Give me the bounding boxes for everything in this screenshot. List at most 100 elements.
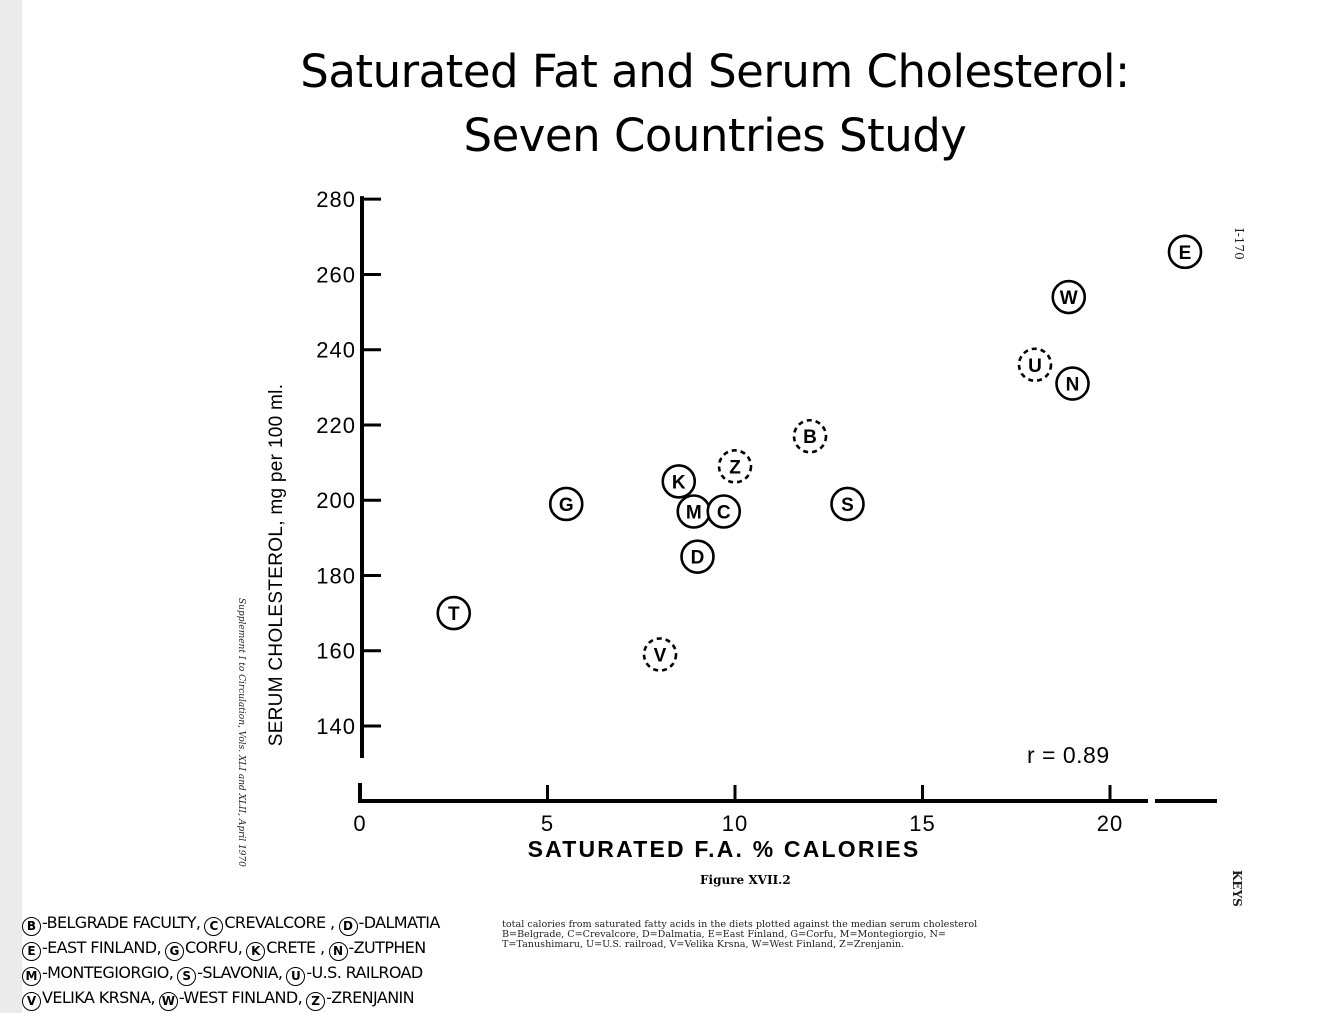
legend-key-circle: W bbox=[158, 992, 178, 1011]
y-axis-label: SERUM CHOLESTEROL, mg per 100 ml. bbox=[266, 384, 287, 747]
caption-line: T=Tanushimaru, U=U.S. railroad, V=Velika… bbox=[502, 939, 905, 950]
figure-label: Figure XVII.2 bbox=[700, 873, 791, 887]
point-label: U bbox=[1028, 356, 1042, 377]
y-tick-label: 280 bbox=[316, 187, 356, 212]
legend-entry: C CREVALCORE , bbox=[204, 913, 336, 936]
x-axis-label: SATURATED F.A. % CALORIES bbox=[528, 836, 921, 862]
x-tick-label: 0 bbox=[353, 811, 366, 836]
legend-text: -ZUTPHEN bbox=[348, 938, 427, 957]
data-point-e: E bbox=[1167, 234, 1203, 270]
point-marker bbox=[642, 637, 678, 672]
point-marker bbox=[436, 595, 472, 631]
x-axis-ticks: 0 5 10 15 20 bbox=[353, 785, 1123, 836]
legend-entry: Z -ZRENJANIN bbox=[306, 988, 416, 1011]
legend-entry: B -BELGRADE FACULTY, bbox=[22, 913, 202, 936]
legend-entry: U -U.S. RAILROAD bbox=[286, 963, 424, 986]
point-label: W bbox=[1060, 288, 1078, 309]
legend-text: -ZRENJANIN bbox=[326, 988, 415, 1007]
point-marker bbox=[1017, 347, 1053, 383]
legend-text: -DALMATIA bbox=[358, 913, 441, 932]
point-label: C bbox=[717, 503, 731, 524]
legend-text: CREVALCORE , bbox=[224, 913, 335, 932]
y-tick-label: 180 bbox=[316, 563, 356, 588]
y-tick-label: 140 bbox=[316, 714, 356, 739]
point-label: Z bbox=[729, 457, 741, 478]
legend-entry: E -EAST FINLAND, bbox=[22, 938, 163, 961]
data-point-d: D bbox=[680, 539, 715, 574]
point-marker bbox=[717, 449, 753, 484]
point-marker bbox=[706, 494, 742, 529]
x-tick-label: 15 bbox=[909, 811, 935, 836]
legend-entry: V VELIKA KRSNA, bbox=[22, 988, 157, 1011]
point-marker bbox=[792, 418, 828, 454]
y-tick-label: 220 bbox=[316, 413, 356, 438]
legend-entry: D -DALMATIA bbox=[338, 913, 442, 936]
chart-axes bbox=[358, 196, 1217, 803]
x-tick-label: 20 bbox=[1097, 811, 1123, 836]
y-tick-label: 200 bbox=[316, 488, 356, 513]
data-point-b: B bbox=[792, 418, 828, 454]
point-marker bbox=[1167, 234, 1203, 270]
legend-text: -SLAVONIA, bbox=[197, 963, 283, 982]
legend-text: -U.S. RAILROAD bbox=[306, 963, 423, 982]
legend-line: V VELIKA KRSNA, W -WEST FINLAND, Z -ZRENJANIN bbox=[22, 986, 444, 1011]
legend-entry: G CORFU, bbox=[164, 938, 244, 961]
legend-key-circle: V bbox=[22, 992, 41, 1011]
point-label: B bbox=[803, 427, 817, 448]
data-point-v: V bbox=[642, 637, 678, 672]
point-label: G bbox=[559, 495, 574, 516]
data-point-m: M bbox=[676, 494, 712, 529]
legend-entry: S -SLAVONIA, bbox=[177, 963, 284, 986]
legend-key-circle: D bbox=[338, 917, 358, 936]
title-line-2: Seven Countries Study bbox=[463, 109, 967, 162]
legend-line: E -EAST FINLAND, G CORFU, K CRETE , N -ZUTPHEN bbox=[22, 936, 444, 961]
legend-line: B -BELGRADE FACULTY, C CREVALCORE , D -DALMAT… bbox=[22, 911, 444, 936]
point-label: V bbox=[654, 646, 667, 667]
point-label: D bbox=[691, 548, 705, 569]
y-tick-label: 260 bbox=[316, 262, 356, 287]
data-points: T G V KM C D Z B S U N W E bbox=[436, 234, 1203, 672]
legend-key-circle: K bbox=[246, 942, 266, 961]
legend-text: CORFU, bbox=[184, 938, 243, 957]
legend-key-circle: N bbox=[328, 942, 348, 961]
legend-key-circle: E bbox=[22, 942, 41, 961]
legend-text: -BELGRADE FACULTY, bbox=[42, 913, 201, 932]
caption-line: B=Belgrade, C=Crevalcore, D=Dalmatia, E=… bbox=[502, 929, 946, 940]
page-number: I-170 bbox=[1232, 228, 1246, 260]
country-legend: B -BELGRADE FACULTY, C CREVALCORE , D -DALMAT… bbox=[22, 911, 444, 1011]
legend-entry: N -ZUTPHEN bbox=[328, 938, 428, 961]
point-label: N bbox=[1066, 375, 1080, 396]
legend-text: -WEST FINLAND, bbox=[178, 988, 303, 1007]
caption-line: total calories from saturated fatty acid… bbox=[502, 919, 978, 930]
data-point-c: C bbox=[706, 494, 742, 529]
legend-entry: W -WEST FINLAND, bbox=[158, 988, 304, 1011]
data-point-u: U bbox=[1017, 347, 1053, 383]
legend-key-circle: Z bbox=[306, 992, 326, 1011]
data-point-n: N bbox=[1055, 366, 1090, 401]
legend-key-circle: U bbox=[286, 967, 306, 986]
left-margin-note: Supplement I to Circulation, Vols. XLI a… bbox=[236, 598, 246, 867]
data-point-z: Z bbox=[717, 449, 753, 484]
data-point-w: W bbox=[1051, 279, 1087, 315]
correlation-annotation: r = 0.89 bbox=[1027, 742, 1110, 768]
legend-entry: M -MONTEGIORGIO, bbox=[22, 963, 175, 986]
legend-key-circle: B bbox=[22, 917, 41, 936]
legend-text: -MONTEGIORGIO, bbox=[42, 963, 174, 982]
point-marker bbox=[548, 486, 584, 522]
point-label: K bbox=[672, 472, 686, 493]
legend-text: VELIKA KRSNA, bbox=[42, 988, 156, 1007]
point-marker bbox=[661, 464, 697, 499]
legend-key-circle: S bbox=[177, 967, 197, 986]
legend-key-circle: M bbox=[22, 967, 41, 986]
point-marker bbox=[1051, 279, 1087, 315]
x-tick-label: 5 bbox=[541, 811, 554, 836]
x-tick-label: 10 bbox=[722, 811, 748, 836]
point-label: S bbox=[841, 495, 854, 516]
point-marker bbox=[680, 539, 715, 574]
legend-key-circle: C bbox=[204, 917, 224, 936]
legend-text: CRETE , bbox=[266, 938, 325, 957]
legend-key-circle: G bbox=[164, 942, 184, 961]
title-line-1: Saturated Fat and Serum Cholesterol: bbox=[300, 45, 1130, 98]
y-tick-label: 240 bbox=[316, 338, 356, 363]
